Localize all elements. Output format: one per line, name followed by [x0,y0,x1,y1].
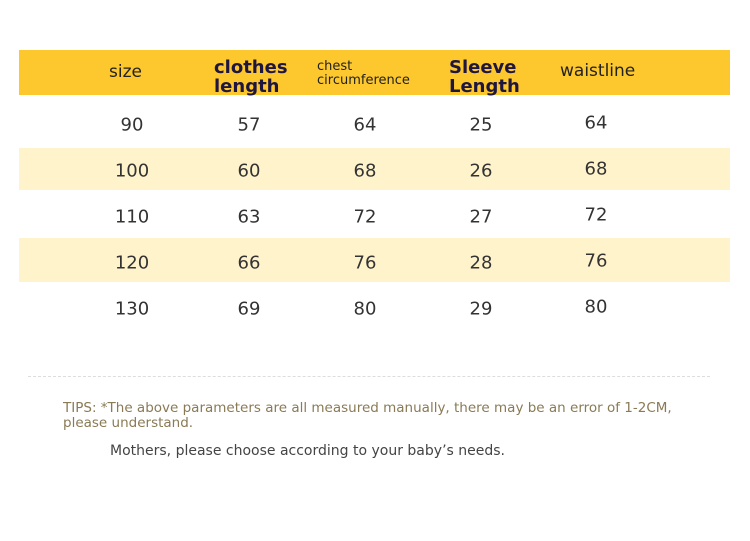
table-cell: 80 [584,296,608,318]
table-cell: 76 [353,252,377,274]
table-cell: 29 [469,298,493,320]
table-cell: 72 [353,206,377,228]
row-band [19,238,730,282]
table-cell: 57 [237,114,261,136]
header-cell: Sleeve Length [449,57,520,97]
row-band [19,148,730,190]
table-cell: 26 [469,160,493,182]
table-cell: 68 [584,158,608,180]
table-cell: 64 [584,112,608,134]
table-cell: 66 [237,252,261,274]
header-cell: waistline [560,61,636,81]
header-band [19,50,730,95]
table-cell: 120 [114,252,150,274]
table-cell: 72 [584,204,608,226]
header-cell: chest circumference [317,59,410,88]
table-cell: 130 [114,298,150,320]
table-cell: 100 [114,160,150,182]
table-cell: 64 [353,114,377,136]
table-cell: 63 [237,206,261,228]
table-cell: 90 [120,114,144,136]
tips-text: TIPS: *The above parameters are all meas… [63,400,672,431]
table-cell: 25 [469,114,493,136]
table-cell: 80 [353,298,377,320]
table-cell: 68 [353,160,377,182]
divider [28,376,710,377]
table-cell: 76 [584,250,608,272]
table-cell: 110 [114,206,150,228]
table-cell: 69 [237,298,261,320]
header-cell: size [109,62,142,82]
table-cell: 28 [469,252,493,274]
note-text: Mothers, please choose according to your… [110,443,505,459]
table-cell: 27 [469,206,493,228]
header-cell: clothes length [214,57,288,97]
table-cell: 60 [237,160,261,182]
